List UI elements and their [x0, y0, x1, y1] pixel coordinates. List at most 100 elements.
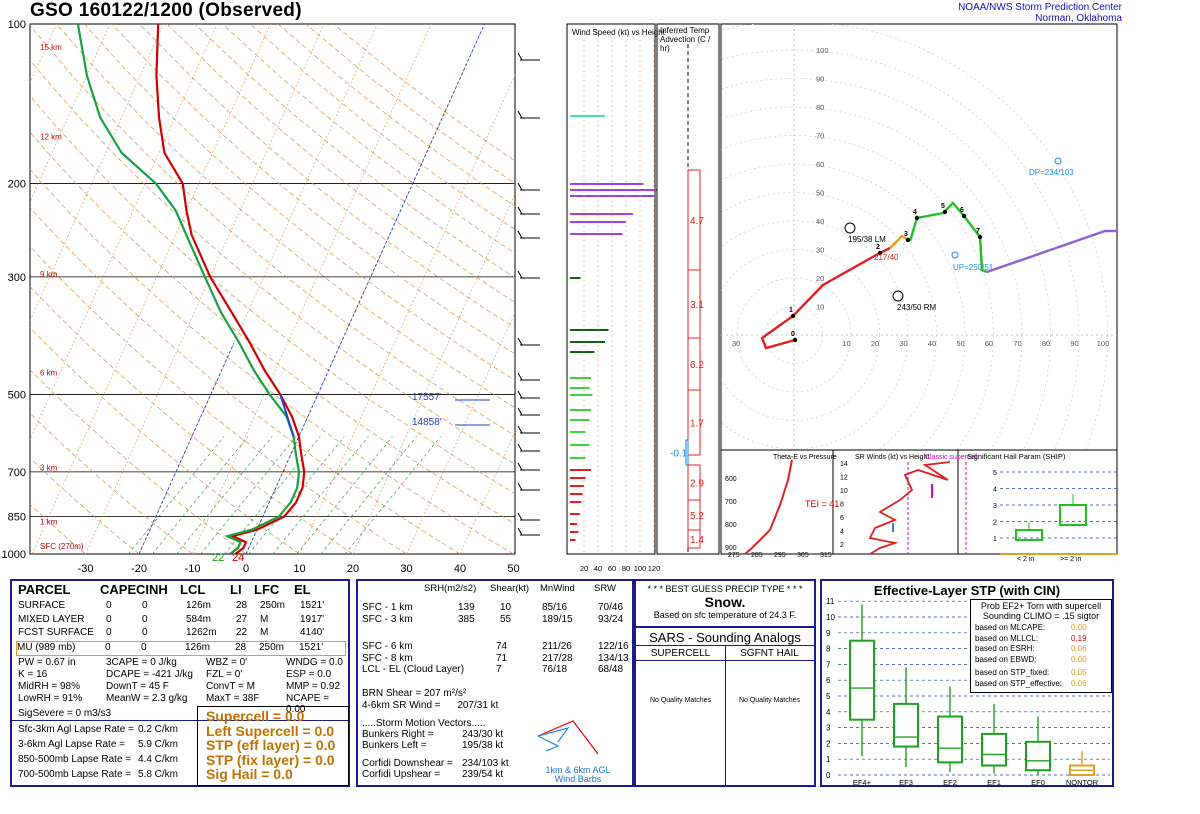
hodo-x-label: 20 [871, 339, 879, 348]
index-cell: NCAPE = 0.00 [286, 693, 330, 715]
composite-box: Supercell = 0.0 Left Supercell = 0.0 STP (… [197, 706, 349, 786]
index-row: K = 16 DCAPE = -421 J/kg FZL = 0' ESP = 0.0 [18, 669, 348, 681]
kin-cell: 70/46 [598, 602, 624, 613]
lapse-cell: 5.8 C/km [138, 769, 179, 780]
precip-sars-panel: * * * BEST GUESS PRECIP TYPE * * * Snow.… [634, 579, 816, 787]
hodo-point-label: 0 [791, 331, 795, 338]
pressure-tick-label: 500 [8, 389, 26, 401]
wind-barb-flag [517, 443, 523, 452]
stp-category-label: EF1 [987, 778, 1001, 787]
hodo-point-label: 7 [976, 228, 980, 235]
isotherm-line [85, 24, 325, 554]
stp-prob-box: Prob EF2+ Torn with supercell Sounding CL… [970, 599, 1112, 693]
kin-col-header: SRW [594, 583, 616, 594]
advection-value: 5.2 [690, 511, 704, 522]
hodo-point [790, 313, 796, 319]
index-cell: PW = 0.67 in [18, 657, 76, 668]
hodo-x-label: 10 [842, 339, 850, 348]
temp-tick-label: 40 [454, 563, 466, 575]
temp-tick-label: -30 [78, 563, 94, 575]
stp-box [849, 639, 875, 721]
hodo-ring-label: 100 [816, 46, 829, 55]
index-row: MidRH = 98% DownT = 45 F ConvT = M MMP = 0.… [18, 681, 348, 693]
parcel-cell: 22 [236, 627, 248, 638]
stp-row-value: 0.00 [1071, 623, 1087, 632]
stp-category-label: EF0 [1031, 778, 1045, 787]
wind-barb-flag [517, 482, 523, 491]
mixing-ratio-line [128, 436, 225, 554]
stp-row: based on STP_effective: 0.06 [975, 679, 1107, 690]
index-cell: ConvT = M [206, 681, 255, 692]
parcel-cell: 0 [142, 613, 148, 625]
parcel-cell: M [260, 613, 269, 625]
kin-cell: 122/16 [598, 641, 629, 652]
stp-row-label: based on MLCAPE: [975, 623, 1046, 632]
sounding-trace-0 [155, 24, 306, 554]
parcel-cell: 1521' [299, 641, 324, 653]
precip-title: * * * BEST GUESS PRECIP TYPE * * * [647, 584, 803, 594]
lm-label: 195/38 LM [848, 235, 886, 244]
rm-label: 243/50 RM [897, 303, 936, 312]
wind-barb-flag [517, 337, 523, 346]
parcel-cell: FCST SURFACE [18, 627, 94, 638]
storm-motion-title: .....Storm Motion Vectors..... [362, 718, 486, 729]
stp-y-tick: 0 [826, 771, 831, 780]
wind-barb-flag [517, 390, 523, 399]
stp-category-label: NONTOR [1066, 778, 1099, 787]
stp-box [1025, 740, 1051, 772]
pressure-tick-label: 1000 [2, 549, 26, 561]
brn-shear: BRN Shear = 207 m²/s² [362, 688, 467, 699]
lapse-cell: Sfc-3km Agl Lapse Rate = [18, 724, 134, 735]
hodo-point [877, 250, 883, 256]
index-cell: WNDG = 0.0 [286, 657, 343, 668]
kin-cell: 217/28 [542, 652, 573, 664]
stp-box [937, 715, 963, 764]
dry-adiabat [30, 286, 354, 554]
stp-row: based on MLLCL: 0.19 [975, 634, 1107, 645]
lapse-row: 3-6km Agl Lapse Rate = 5.9 C/km [18, 739, 193, 754]
sars-msg2: No Quality Matches [738, 697, 801, 704]
composite-index: Left Supercell = 0.0 [206, 722, 334, 739]
motion-cell: Corfidi Downshear = [362, 758, 453, 769]
kin-row: SFC - 3 km 385 55 189/15 93/24 [362, 614, 632, 626]
hodo-ring-label: 90 [816, 75, 824, 84]
rm-marker [892, 290, 904, 302]
height-label: SFC (270m) [40, 542, 84, 551]
parcel-col-header: EL [294, 582, 311, 597]
wind-barb-flag [517, 372, 523, 381]
hodo-ring-label: 20 [816, 274, 824, 283]
stp-box [981, 732, 1007, 767]
lapse-cell: 3-6km Agl Lapse Rate = [18, 739, 126, 750]
parcel-cell: 1917' [300, 613, 325, 625]
hodo-point-label: 4 [913, 209, 917, 216]
temp-tick-label: -20 [131, 563, 147, 575]
hodo-x-label: 30 [899, 339, 907, 348]
stp-category-label: EF4+ [853, 778, 872, 787]
index-row: LowRH = 91% MeanW = 2.3 g/kg MaxT = 38F NCA… [18, 693, 348, 715]
wind-tick-label: 100 [634, 564, 647, 573]
hodo-point [905, 237, 911, 243]
org-line2: Norman, Oklahoma [1035, 13, 1122, 24]
kin-cell: SFC - 8 km [362, 652, 413, 664]
kinematics-rows1: SFC - 1 km 139 10 85/16 70/46 SFC - 3 km 385 55… [362, 602, 632, 625]
temp-tick-label: 50 [507, 563, 519, 575]
advection-value: 6.2 [690, 360, 704, 371]
dry-adiabat [30, 131, 515, 525]
lapse-cell: 700-500mb Lapse Rate = [18, 769, 132, 780]
parcel-cell: 28 [235, 641, 247, 653]
kin-col-header: Shear(kt) [490, 583, 530, 594]
kin-cell: 10 [500, 602, 512, 613]
index-cell: 3CAPE = 0 J/kg [106, 657, 177, 668]
mixing-ratio-line [200, 436, 297, 554]
wind-barb-flag [517, 512, 523, 521]
motion-row: Bunkers Left = 195/38 kt [362, 740, 532, 751]
index-cell: MMP = 0.92 [286, 681, 341, 692]
advection-value: -0.1 [670, 449, 688, 460]
hodo-trace [986, 229, 1117, 274]
temp-tick-label: 20 [347, 563, 359, 575]
srw-y-tick: 12 [840, 475, 848, 482]
stp-y-tick: 6 [826, 676, 831, 685]
